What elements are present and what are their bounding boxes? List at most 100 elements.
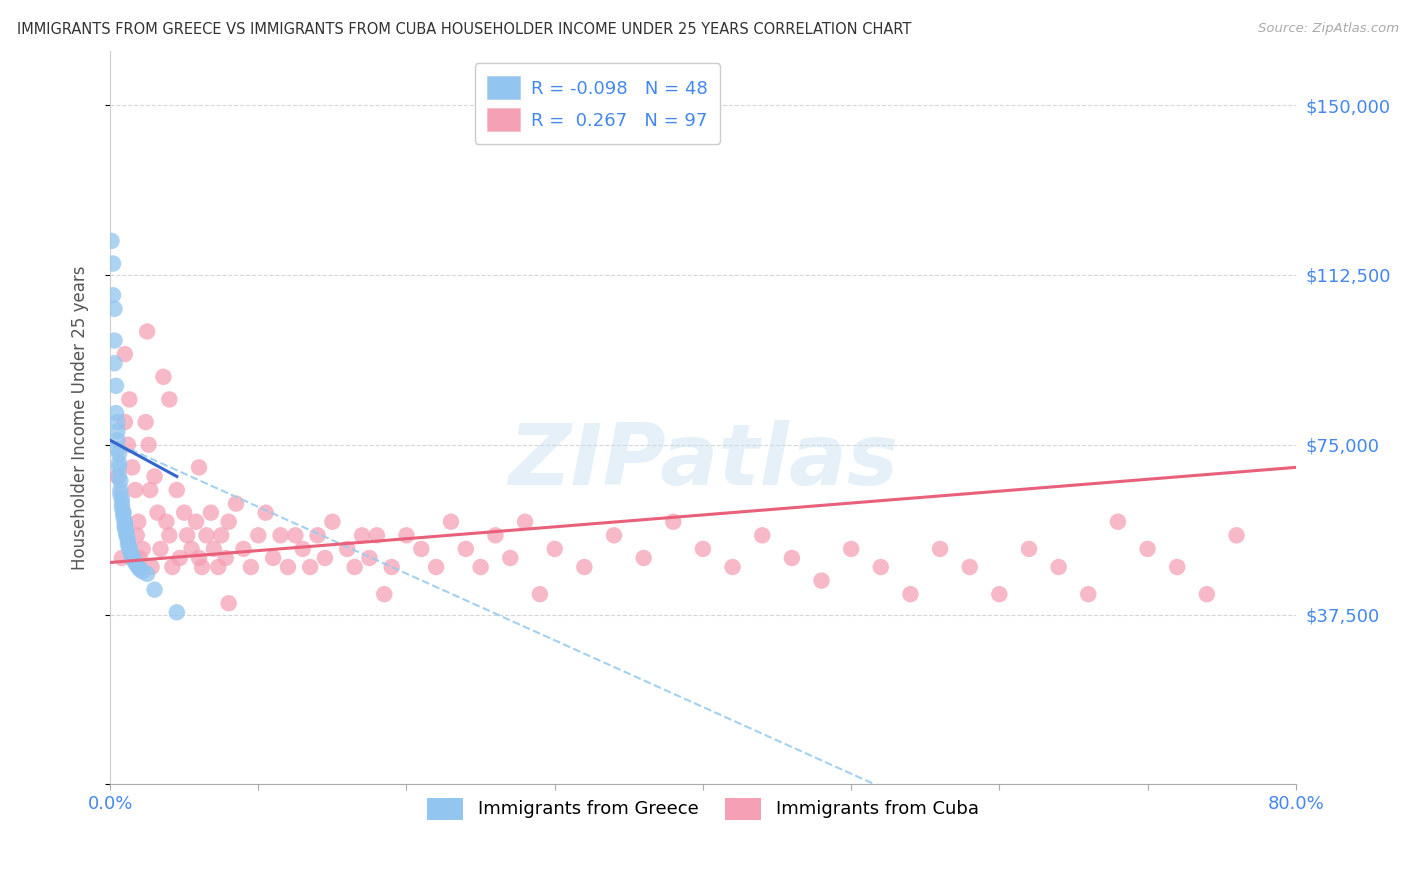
Point: [1195, 587, 1218, 601]
Point: [195, 528, 218, 542]
Point: [131, 565, 153, 579]
Point: [111, 501, 134, 516]
Point: [121, 549, 143, 563]
Point: [321, 515, 343, 529]
Point: [141, 560, 163, 574]
Point: [359, 551, 381, 566]
Point: [110, 487, 132, 501]
Point: [166, 483, 188, 497]
Point: [103, 334, 125, 348]
Point: [121, 551, 143, 566]
Point: [810, 574, 832, 588]
Point: [135, 415, 157, 429]
Point: [929, 541, 952, 556]
Point: [105, 379, 128, 393]
Point: [120, 546, 142, 560]
Point: [146, 506, 169, 520]
Point: [114, 516, 136, 531]
Point: [692, 541, 714, 556]
Point: [107, 415, 129, 429]
Point: [270, 528, 292, 542]
Legend: Immigrants from Greece, Immigrants from Cuba: Immigrants from Greece, Immigrants from …: [420, 790, 986, 827]
Point: [101, 288, 124, 302]
Point: [869, 560, 891, 574]
Point: [1225, 528, 1247, 542]
Point: [169, 551, 191, 566]
Point: [200, 506, 222, 520]
Point: [107, 424, 129, 438]
Point: [124, 483, 146, 497]
Point: [117, 537, 139, 551]
Point: [440, 515, 463, 529]
Point: [499, 551, 522, 566]
Point: [751, 528, 773, 542]
Point: [118, 541, 141, 556]
Point: [103, 301, 125, 316]
Point: [202, 541, 225, 556]
Point: [180, 541, 202, 556]
Point: [108, 469, 131, 483]
Point: [381, 560, 404, 574]
Point: [117, 533, 139, 547]
Point: [336, 541, 359, 556]
Point: [118, 540, 141, 554]
Point: [900, 587, 922, 601]
Point: [131, 541, 153, 556]
Point: [124, 556, 146, 570]
Point: [411, 541, 433, 556]
Point: [108, 447, 131, 461]
Point: [314, 551, 336, 566]
Point: [721, 560, 744, 574]
Point: [191, 560, 214, 574]
Point: [152, 369, 174, 384]
Point: [114, 515, 136, 529]
Point: [603, 528, 626, 542]
Point: [112, 506, 135, 520]
Point: [149, 541, 172, 556]
Point: [633, 551, 655, 566]
Point: [291, 541, 314, 556]
Point: [112, 510, 135, 524]
Point: [1077, 587, 1099, 601]
Point: [299, 560, 322, 574]
Text: ZIPatlas: ZIPatlas: [508, 420, 898, 503]
Point: [215, 551, 238, 566]
Point: [239, 560, 262, 574]
Point: [111, 551, 134, 566]
Point: [114, 519, 136, 533]
Point: [529, 587, 551, 601]
Point: [138, 438, 160, 452]
Point: [425, 560, 447, 574]
Y-axis label: Householder Income Under 25 years: Householder Income Under 25 years: [72, 265, 89, 570]
Point: [1047, 560, 1070, 574]
Point: [118, 392, 141, 407]
Point: [373, 587, 395, 601]
Point: [111, 492, 134, 507]
Point: [107, 433, 129, 447]
Point: [1107, 515, 1129, 529]
Point: [136, 566, 159, 581]
Point: [988, 587, 1011, 601]
Point: [125, 528, 148, 542]
Point: [103, 356, 125, 370]
Point: [959, 560, 981, 574]
Point: [114, 522, 136, 536]
Point: [112, 506, 135, 520]
Point: [157, 528, 180, 542]
Point: [114, 347, 136, 361]
Point: [218, 515, 240, 529]
Point: [350, 528, 373, 542]
Point: [139, 483, 162, 497]
Point: [107, 442, 129, 457]
Point: [395, 528, 418, 542]
Point: [780, 551, 803, 566]
Point: [284, 528, 307, 542]
Point: [839, 541, 862, 556]
Point: [117, 438, 139, 452]
Point: [209, 528, 232, 542]
Point: [122, 553, 145, 567]
Point: [108, 460, 131, 475]
Point: [107, 469, 129, 483]
Text: Source: ZipAtlas.com: Source: ZipAtlas.com: [1258, 22, 1399, 36]
Point: [115, 528, 138, 542]
